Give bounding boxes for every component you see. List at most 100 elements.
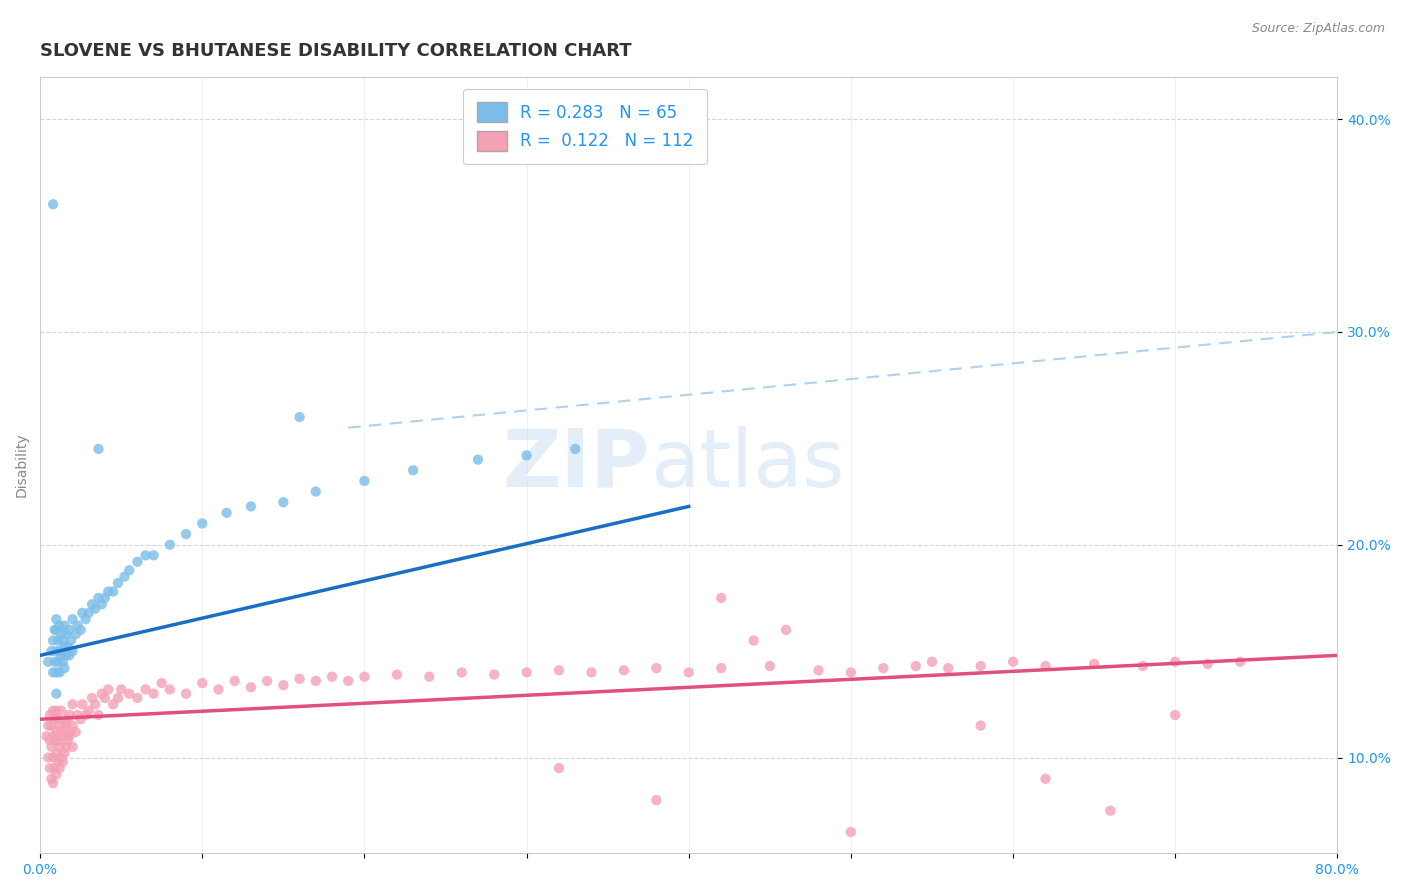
Point <box>38 708 60 723</box>
Point <box>62 612 84 626</box>
Point <box>48 739 70 754</box>
Point <box>645 661 668 675</box>
Point <box>45 644 67 658</box>
Point <box>118 687 141 701</box>
Point <box>759 659 782 673</box>
Point <box>44 761 66 775</box>
Point <box>353 474 375 488</box>
Point <box>548 761 571 775</box>
Point <box>62 739 84 754</box>
Point <box>1132 659 1154 673</box>
Point <box>69 623 91 637</box>
Point <box>52 633 75 648</box>
Point <box>256 673 278 688</box>
Point <box>41 772 63 786</box>
Point <box>839 825 862 839</box>
Point <box>101 584 124 599</box>
Point <box>69 712 91 726</box>
Point <box>77 606 100 620</box>
Point <box>48 644 70 658</box>
Point <box>45 665 67 680</box>
Point <box>191 676 214 690</box>
Point <box>53 661 76 675</box>
Y-axis label: Disability: Disability <box>15 433 30 497</box>
Point <box>101 698 124 712</box>
Text: atlas: atlas <box>650 426 844 504</box>
Point <box>305 484 328 499</box>
Point <box>37 655 59 669</box>
Point <box>51 648 73 663</box>
Point <box>969 659 991 673</box>
Point <box>1083 657 1105 671</box>
Point <box>52 655 75 669</box>
Point <box>1229 655 1251 669</box>
Point <box>273 678 295 692</box>
Point <box>1197 657 1219 671</box>
Point <box>42 633 65 648</box>
Point <box>564 442 586 456</box>
Point <box>45 725 67 739</box>
Point <box>548 663 571 677</box>
Point <box>90 687 112 701</box>
Point <box>482 667 505 681</box>
Point <box>1002 655 1025 669</box>
Point <box>84 698 107 712</box>
Point <box>37 718 59 732</box>
Point <box>75 612 97 626</box>
Point <box>72 698 94 712</box>
Point <box>678 665 700 680</box>
Point <box>710 591 733 605</box>
Point <box>84 601 107 615</box>
Point <box>159 538 181 552</box>
Point <box>55 627 77 641</box>
Point <box>239 681 262 695</box>
Point <box>59 725 82 739</box>
Point <box>58 729 80 743</box>
Point <box>288 672 311 686</box>
Point <box>921 655 943 669</box>
Point <box>191 516 214 531</box>
Point <box>51 750 73 764</box>
Point <box>273 495 295 509</box>
Point <box>87 591 110 605</box>
Point <box>53 640 76 654</box>
Point <box>44 733 66 747</box>
Point <box>42 197 65 211</box>
Point <box>645 793 668 807</box>
Point <box>66 708 89 723</box>
Point <box>80 597 103 611</box>
Point <box>581 665 603 680</box>
Point <box>321 670 343 684</box>
Point <box>97 682 120 697</box>
Point <box>1164 708 1187 723</box>
Point <box>53 746 76 760</box>
Point <box>46 712 69 726</box>
Point <box>62 644 84 658</box>
Point <box>159 682 181 697</box>
Point <box>52 729 75 743</box>
Legend: R = 0.283   N = 65, R =  0.122   N = 112: R = 0.283 N = 65, R = 0.122 N = 112 <box>464 89 707 164</box>
Point <box>134 682 156 697</box>
Point <box>55 716 77 731</box>
Point <box>142 687 165 701</box>
Point <box>44 655 66 669</box>
Point <box>35 729 58 743</box>
Point <box>44 712 66 726</box>
Point <box>134 549 156 563</box>
Point <box>41 718 63 732</box>
Point <box>118 563 141 577</box>
Point <box>174 527 197 541</box>
Point <box>46 733 69 747</box>
Point <box>77 704 100 718</box>
Point <box>385 667 408 681</box>
Point <box>58 708 80 723</box>
Point <box>45 746 67 760</box>
Point <box>872 661 894 675</box>
Point <box>839 665 862 680</box>
Point <box>55 648 77 663</box>
Point <box>62 718 84 732</box>
Point <box>402 463 425 477</box>
Point <box>38 733 60 747</box>
Point <box>127 690 149 705</box>
Point <box>110 682 132 697</box>
